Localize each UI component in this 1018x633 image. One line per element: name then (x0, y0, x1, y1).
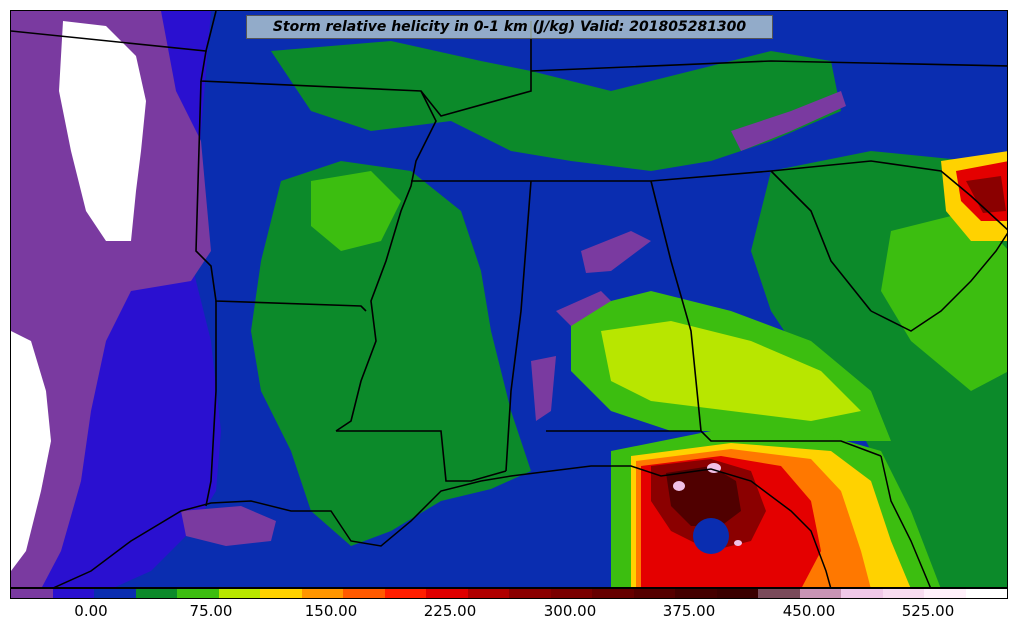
colorbar-segment (260, 589, 302, 598)
colorbar-segment (675, 589, 717, 598)
colorbar-segment (177, 589, 219, 598)
helicity-map (11, 11, 1007, 587)
colorbar-tick-label: 150.00 (304, 602, 358, 620)
colorbar-tick-label: 300.00 (543, 602, 597, 620)
field-ne-darkred (966, 176, 1006, 213)
field-west-white-north (59, 21, 146, 241)
field-lime-band (601, 321, 861, 421)
colorbar-segment (94, 589, 136, 598)
colorbar-segment (841, 589, 883, 598)
map-panel (10, 10, 1008, 588)
colorbar-segment (467, 589, 509, 598)
field-west-white-south (11, 331, 51, 571)
colorbar-tick-label: 225.00 (423, 602, 477, 620)
colorbar-segment (11, 589, 53, 598)
field-streak-4 (731, 91, 846, 151)
coastline (53, 232, 1007, 587)
colorbar-tick-label: 0.00 (74, 602, 108, 620)
colorbar-segment (509, 589, 551, 598)
colorbar-segment (218, 589, 260, 598)
colorbar-segment (758, 589, 800, 598)
colorbar-segment (343, 589, 385, 598)
field-storm-pink-2 (673, 481, 685, 491)
colorbar (10, 588, 1008, 599)
field-streak-2 (556, 291, 611, 326)
colorbar-segment (965, 589, 1007, 598)
colorbar-segment (550, 589, 592, 598)
colorbar-segment (882, 589, 924, 598)
field-storm-maroon (666, 466, 741, 526)
field-light-green-2 (881, 211, 1007, 391)
field-light-green-1 (311, 171, 401, 251)
colorbar-segment (716, 589, 758, 598)
colorbar-segment (592, 589, 634, 598)
field-streak-1 (581, 231, 651, 273)
state-borders (11, 11, 1007, 507)
colorbar-segment (52, 589, 94, 598)
map-title: Storm relative helicity in 0-1 km (J/kg)… (246, 15, 773, 39)
colorbar-tick-label: 75.00 (189, 602, 233, 620)
field-green-band-north (271, 41, 841, 171)
colorbar-segment (426, 589, 468, 598)
colorbar-tick-label: 525.00 (901, 602, 955, 620)
field-streak-3 (531, 356, 556, 421)
field-west-purple-patch (181, 506, 276, 546)
colorbar-segment (924, 589, 966, 598)
field-green-central (251, 161, 531, 546)
colorbar-tick-labels: 0.00 75.00 150.00 225.00 300.00 375.00 450.00 5… (0, 600, 1018, 624)
colorbar-segment (384, 589, 426, 598)
field-storm-eye (693, 518, 729, 554)
colorbar-tick-label: 375.00 (662, 602, 716, 620)
colorbar-segment (799, 589, 841, 598)
colorbar-segment (633, 589, 675, 598)
colorbar-tick-label: 450.00 (782, 602, 836, 620)
field-storm-pink-3 (734, 540, 742, 546)
colorbar-segment (135, 589, 177, 598)
colorbar-segment (301, 589, 343, 598)
field-west-purple (11, 11, 211, 587)
